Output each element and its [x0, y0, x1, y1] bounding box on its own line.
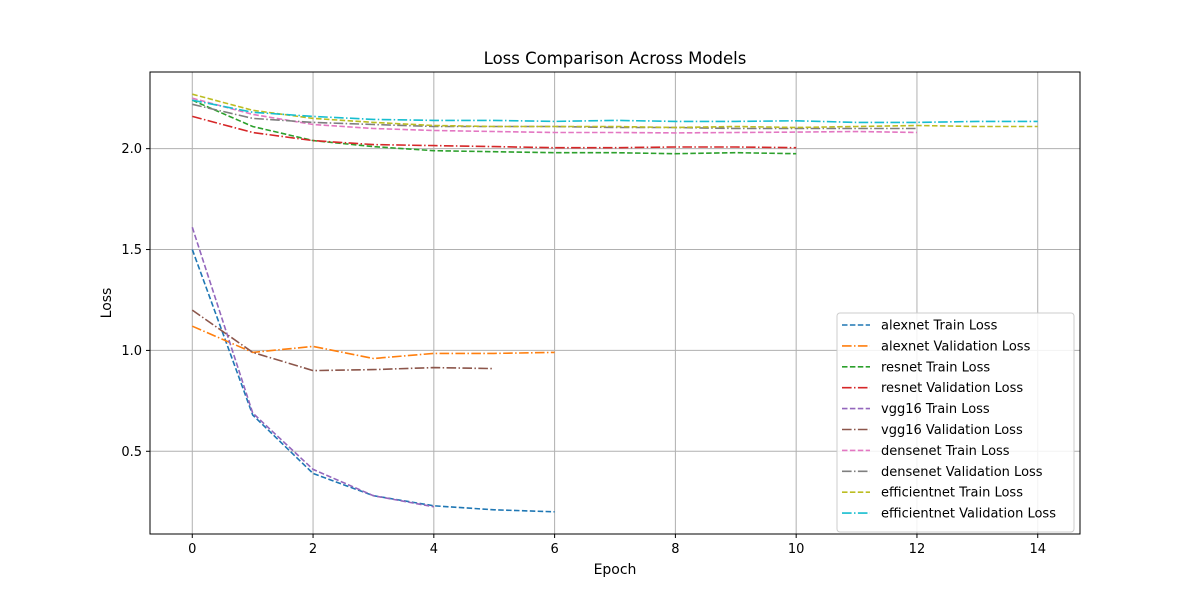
series-lines: [191, 93, 1038, 513]
legend-label: densenet Validation Loss: [881, 465, 1043, 480]
series-line-efficientnet-train-loss: [192, 93, 1038, 129]
x-tick-label: 10: [788, 542, 805, 557]
x-tick-label: 0: [188, 542, 196, 557]
x-tick-label: 4: [430, 542, 438, 557]
legend: alexnet Train Loss alexnet Validation Los…: [836, 312, 1075, 533]
series-line-vgg16-validation-loss: [191, 309, 495, 372]
legend-label: resnet Train Loss: [881, 360, 990, 375]
series-line-densenet-validation-loss: [192, 103, 917, 130]
legend-label: vgg16 Validation Loss: [881, 423, 1023, 438]
series-line-vgg16-train-loss: [191, 227, 434, 508]
plot-frame: [149, 71, 1081, 535]
y-axis-label: Loss: [99, 288, 115, 319]
series-line-densenet-train-loss: [192, 97, 917, 134]
series-line-resnet-train-loss: [191, 99, 797, 155]
x-axis-ticks: 0 2 4 6 8 10 12 14: [188, 534, 1046, 557]
legend-label: densenet Train Loss: [881, 444, 1010, 459]
series-line-alexnet-validation-loss: [191, 325, 555, 360]
y-tick-label: 1.0: [121, 344, 142, 359]
series-line-resnet-validation-loss: [192, 115, 797, 149]
legend-label: alexnet Train Loss: [881, 319, 998, 334]
y-axis-ticks: 0.5 1.0 1.5 2.0: [121, 142, 150, 460]
x-tick-label: 2: [309, 542, 317, 557]
legend-box: [836, 312, 1075, 533]
x-tick-label: 14: [1029, 542, 1046, 557]
chart-title: Loss Comparison Across Models: [484, 49, 747, 68]
y-tick-label: 1.5: [121, 243, 142, 258]
legend-label: alexnet Validation Loss: [881, 339, 1031, 354]
x-tick-label: 6: [550, 542, 558, 557]
x-tick-label: 8: [671, 542, 679, 557]
legend-label: resnet Validation Loss: [881, 381, 1023, 396]
y-tick-label: 0.5: [121, 445, 142, 460]
legend-label: efficientnet Train Loss: [881, 486, 1023, 501]
legend-label: efficientnet Validation Loss: [881, 507, 1056, 522]
y-tick-label: 2.0: [121, 142, 142, 157]
x-tick-label: 12: [909, 542, 926, 557]
legend-label: vgg16 Train Loss: [881, 402, 990, 417]
x-axis-label: Epoch: [594, 562, 637, 578]
series-line-efficientnet-validation-loss: [192, 99, 1038, 124]
